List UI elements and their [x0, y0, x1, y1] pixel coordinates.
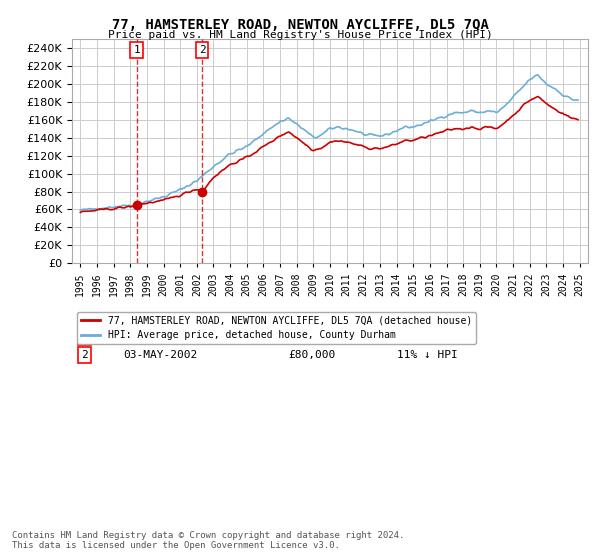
Text: 77, HAMSTERLEY ROAD, NEWTON AYCLIFFE, DL5 7QA: 77, HAMSTERLEY ROAD, NEWTON AYCLIFFE, DL… [112, 18, 488, 32]
Text: £65,000: £65,000 [289, 332, 336, 342]
Text: Contains HM Land Registry data © Crown copyright and database right 2024.
This d: Contains HM Land Registry data © Crown c… [12, 530, 404, 550]
Text: £80,000: £80,000 [289, 350, 336, 360]
Text: 11% ↓ HPI: 11% ↓ HPI [397, 350, 458, 360]
Text: 1: 1 [82, 332, 88, 342]
Text: 2: 2 [82, 350, 88, 360]
Text: 22-MAY-1998: 22-MAY-1998 [124, 332, 198, 342]
Text: 03-MAY-2002: 03-MAY-2002 [124, 350, 198, 360]
Text: 9% ↓ HPI: 9% ↓ HPI [397, 332, 451, 342]
Legend: 77, HAMSTERLEY ROAD, NEWTON AYCLIFFE, DL5 7QA (detached house), HPI: Average pri: 77, HAMSTERLEY ROAD, NEWTON AYCLIFFE, DL… [77, 312, 476, 344]
Text: Price paid vs. HM Land Registry's House Price Index (HPI): Price paid vs. HM Land Registry's House … [107, 30, 493, 40]
Text: 2: 2 [199, 45, 206, 55]
Text: 1: 1 [133, 45, 140, 55]
